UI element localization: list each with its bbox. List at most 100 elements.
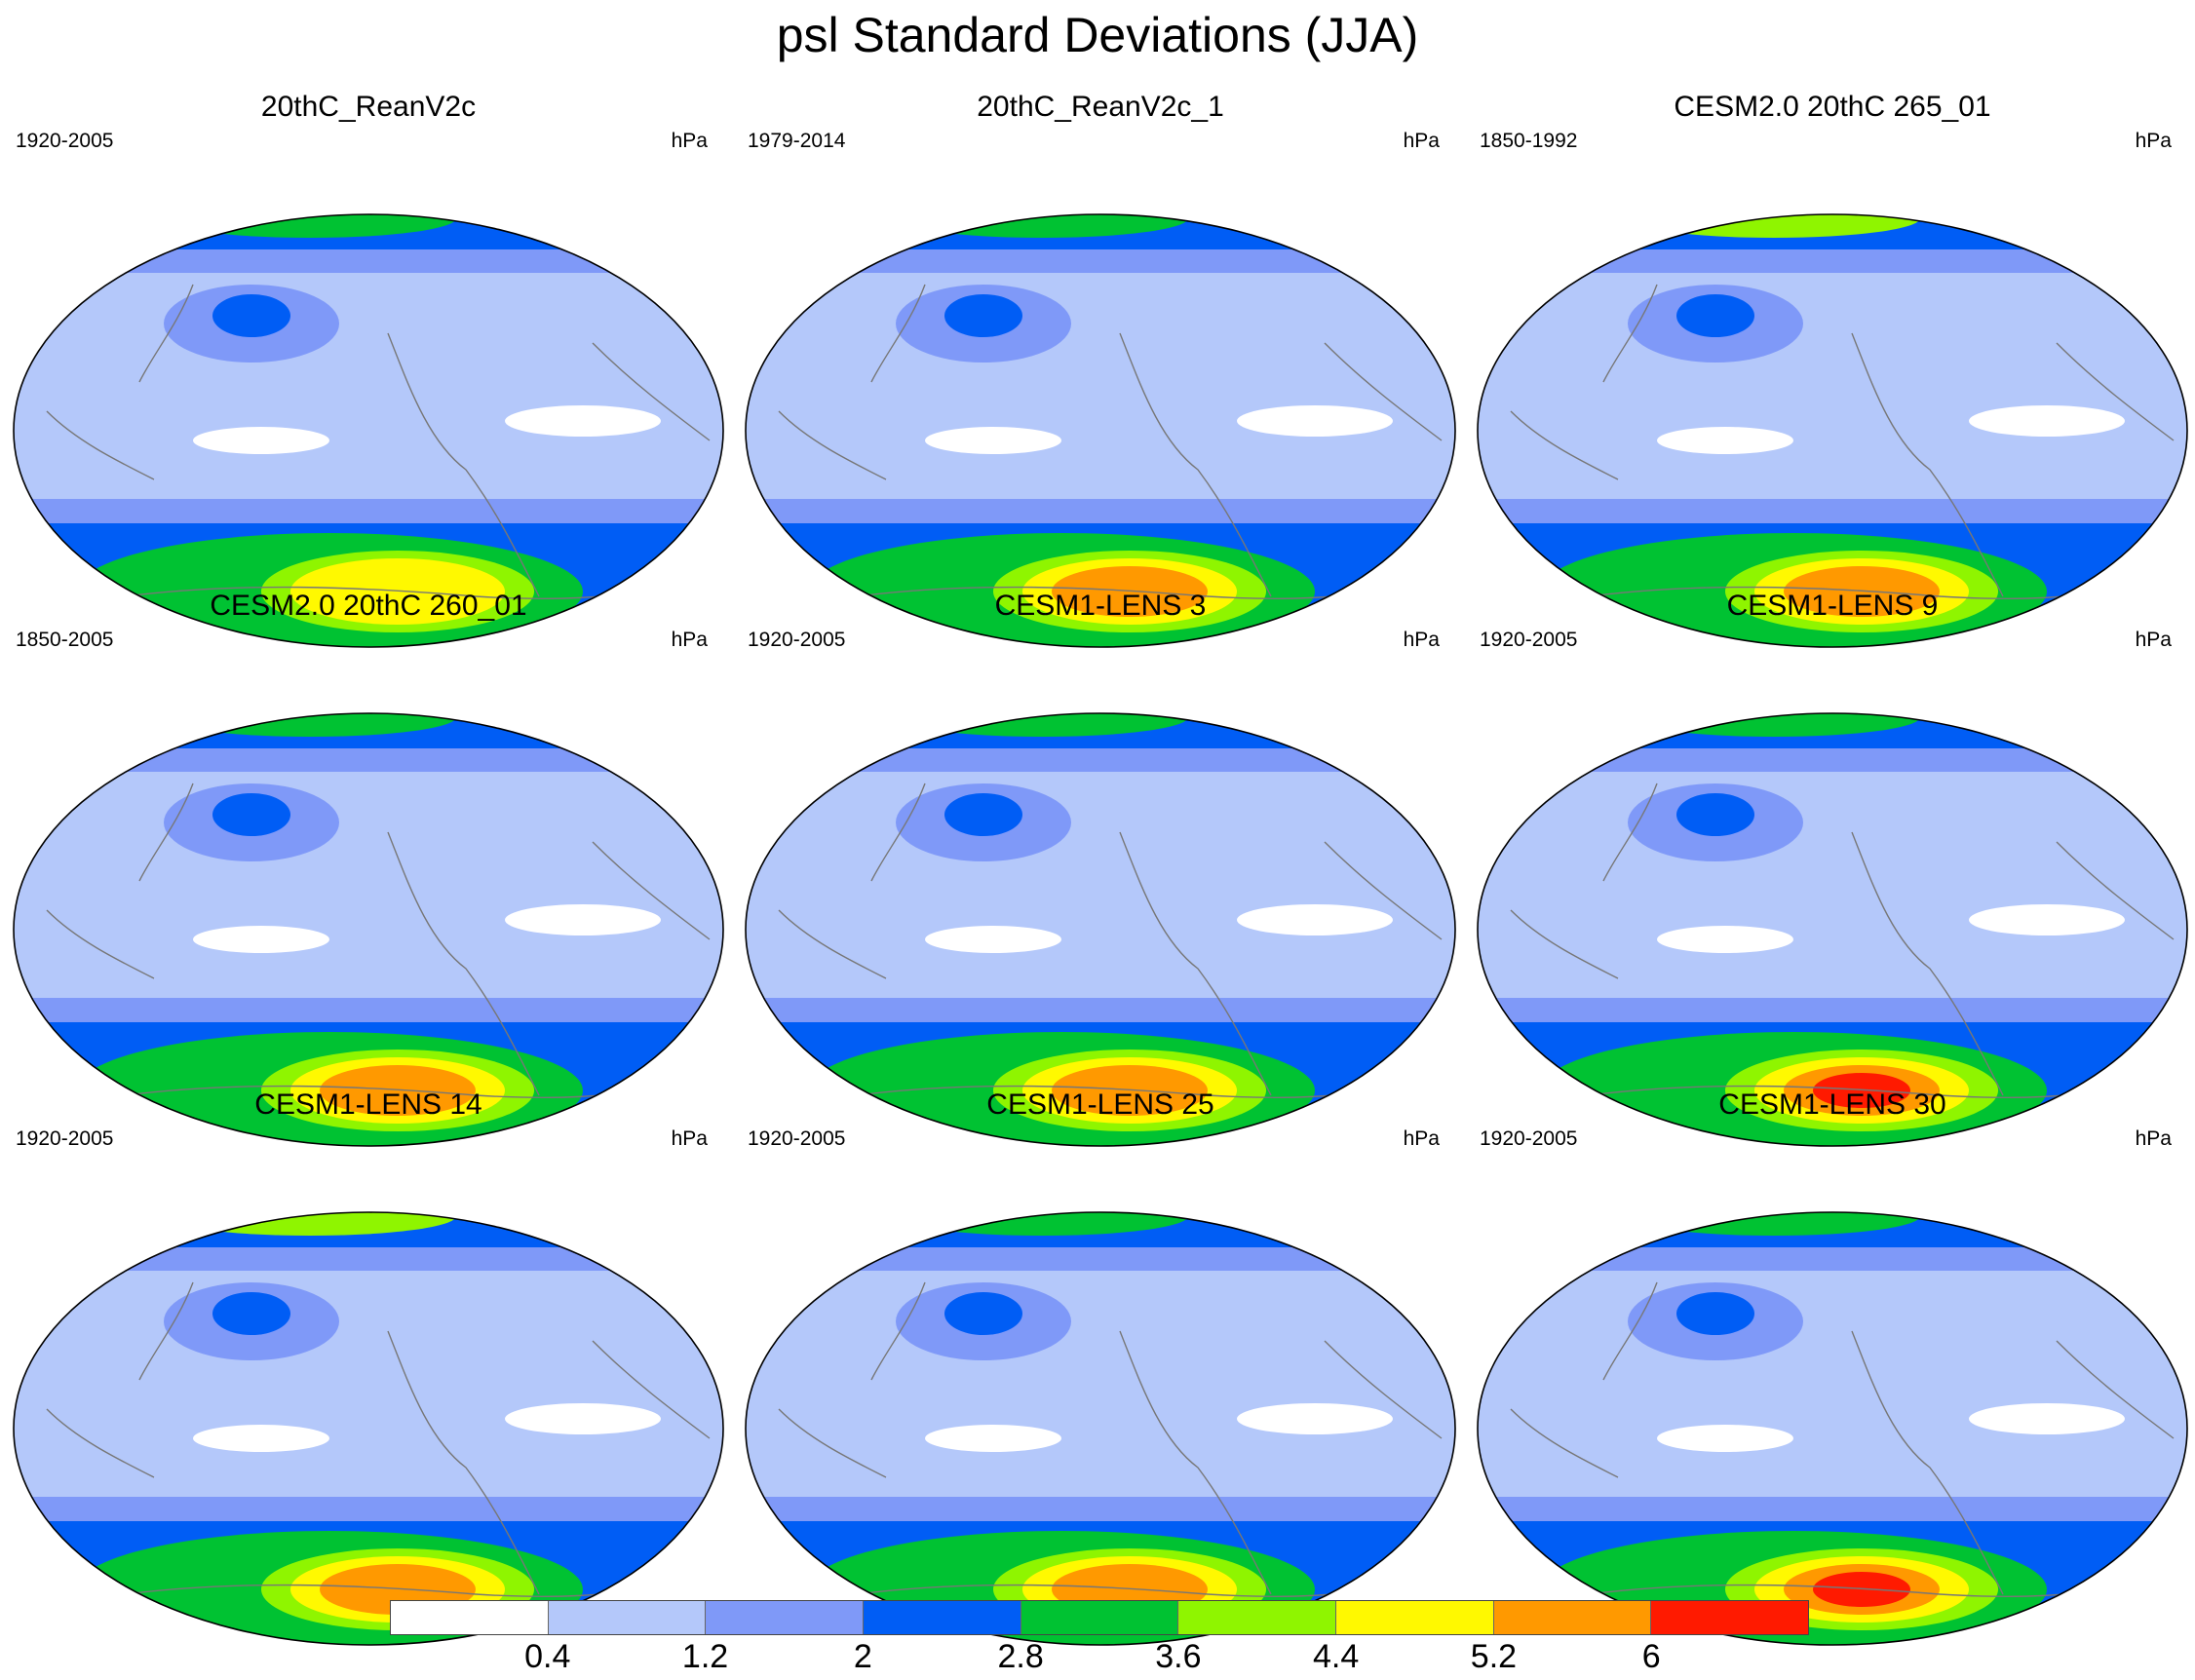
coastlines (778, 783, 1443, 1098)
panel-period: 1920-2005 (1480, 629, 1578, 651)
contour-field (1478, 713, 2187, 1146)
contour-region (505, 1403, 661, 1434)
colorbar-label: 6 (1641, 1638, 1661, 1675)
coastline (1510, 1281, 1658, 1478)
contour-region (896, 1212, 1188, 1236)
map-outline (13, 213, 724, 648)
panel-period: 1979-2014 (748, 130, 846, 152)
coastline (1119, 332, 1272, 597)
map-outline (1477, 1211, 2188, 1646)
colorbar-label: 3.6 (1155, 1638, 1202, 1675)
figure-title: psl Standard Deviations (JJA) (776, 8, 1419, 62)
panel-title: CESM1-LENS 3 (994, 590, 1207, 622)
panel-title: CESM1-LENS 30 (1718, 1088, 1946, 1121)
colorbar-label: 4.4 (1313, 1638, 1360, 1675)
colorbar-box (1178, 1601, 1337, 1634)
coastline (387, 1330, 540, 1595)
coastline (1324, 1340, 1443, 1439)
coastline (2056, 841, 2175, 940)
coastline (592, 841, 711, 940)
contour-region (164, 713, 456, 737)
contour-field (1478, 1212, 2187, 1645)
map-panel: CESM1-LENS 3 1920-2005 hPa (740, 589, 1461, 1147)
coastline (46, 1281, 194, 1478)
coastline (1510, 783, 1658, 979)
panel-period: 1920-2005 (1480, 1127, 1578, 1150)
colorbar-box (1336, 1601, 1494, 1634)
coastline (46, 284, 194, 480)
map-svg (1477, 1211, 2188, 1646)
coastline (1851, 831, 2004, 1096)
panel-period: 1920-2005 (748, 1127, 846, 1150)
map-panel: CESM1-LENS 30 1920-2005 hPa (1472, 1088, 2193, 1646)
coastline (1851, 1330, 2004, 1595)
contour-region (944, 793, 1022, 836)
panel-title: 20thC_ReanV2c (260, 91, 477, 123)
panel-title: CESM2.0 20thC 265_01 (1674, 91, 1991, 123)
panel-title: 20thC_ReanV2c_1 (977, 91, 1224, 123)
map-outline (1477, 712, 2188, 1147)
contour-field (14, 214, 723, 647)
panel-units: hPa (2135, 1127, 2172, 1150)
coastline (387, 332, 540, 597)
contour-region (290, 558, 505, 625)
map-svg (745, 712, 1456, 1147)
contour-region (1676, 1292, 1754, 1335)
map-outline (13, 712, 724, 1147)
panel-units: hPa (671, 130, 708, 152)
map-svg (745, 1211, 1456, 1646)
contour-region (164, 1212, 456, 1236)
colorbar-box (391, 1601, 549, 1634)
contour-region (1813, 1073, 1910, 1108)
contour-region (1784, 566, 1940, 617)
panel-title: CESM2.0 20thC 260_01 (210, 590, 527, 622)
coastline (46, 783, 194, 979)
contour-region (925, 1425, 1061, 1452)
colorbar-label: 2 (853, 1638, 872, 1675)
coastline (1851, 332, 2004, 597)
coastline (2056, 342, 2175, 441)
panel-units: hPa (1403, 1127, 1440, 1150)
contour-field (746, 713, 1455, 1146)
contour-region (1237, 904, 1393, 935)
colorbar-label: 2.8 (997, 1638, 1044, 1675)
map-outline (745, 213, 1456, 648)
contour-field (746, 1212, 1455, 1645)
contour-region (1657, 926, 1793, 953)
contour-region (944, 1292, 1022, 1335)
panel-units: hPa (1403, 130, 1440, 152)
panel-title: CESM1-LENS 9 (1726, 590, 1939, 622)
contour-field (14, 713, 723, 1146)
map-outline (13, 1211, 724, 1646)
coastline (778, 284, 926, 480)
contour-field (1478, 214, 2187, 647)
contour-region (193, 1425, 329, 1452)
map-svg (1477, 712, 2188, 1147)
coastline (1324, 841, 1443, 940)
coastline (2056, 1340, 2175, 1439)
contour-region (1628, 713, 1920, 737)
contour-region (944, 294, 1022, 337)
coastlines (778, 284, 1443, 599)
coastline (387, 831, 540, 1096)
coastline (1510, 284, 1658, 480)
contour-region (896, 713, 1188, 737)
contour-region (505, 904, 661, 935)
contour-region (193, 427, 329, 454)
contour-region (193, 926, 329, 953)
panel-period: 1850-1992 (1480, 130, 1578, 152)
contour-region (320, 1065, 476, 1116)
contour-region (1969, 904, 2125, 935)
contour-region (925, 926, 1061, 953)
panel-title: CESM1-LENS 14 (254, 1088, 482, 1121)
panel-period: 1920-2005 (16, 130, 114, 152)
map-outline (745, 712, 1456, 1147)
map-panel: 20thC_ReanV2c_1 1979-2014 hPa (740, 90, 1461, 648)
panel-units: hPa (671, 1127, 708, 1150)
contour-region (1676, 294, 1754, 337)
coastline (1119, 1330, 1272, 1595)
contour-region (212, 1292, 290, 1335)
map-svg (745, 213, 1456, 648)
panel-title: CESM1-LENS 25 (986, 1088, 1214, 1121)
coastline (778, 783, 926, 979)
